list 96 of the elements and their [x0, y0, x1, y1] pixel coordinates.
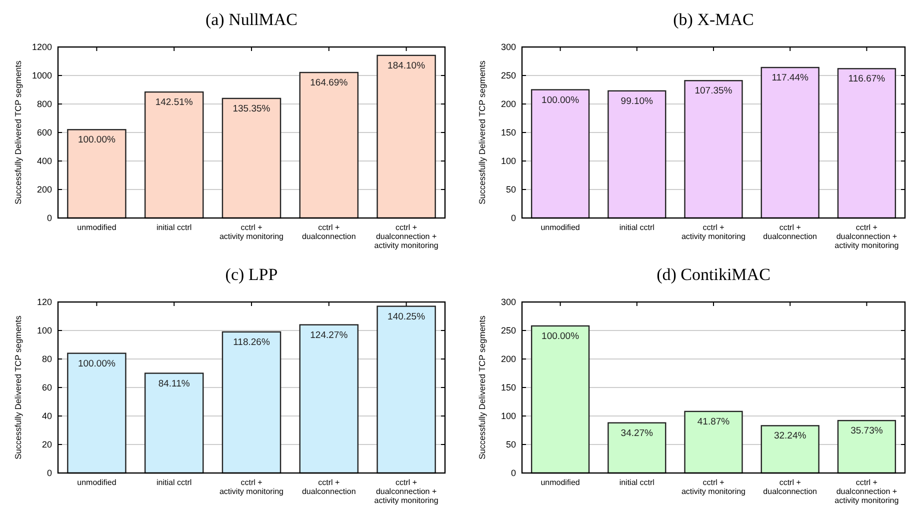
bar — [684, 80, 743, 219]
y-tick-label: 20 — [42, 440, 52, 450]
chart-title: (a) NullMAC — [205, 10, 298, 29]
y-tick-label: 50 — [506, 440, 516, 450]
annotation: 116.67% — [848, 74, 886, 85]
bar — [299, 324, 359, 474]
y-tick-label: 100 — [500, 156, 516, 166]
bar — [530, 325, 590, 474]
annotation: 41.87% — [697, 416, 730, 428]
annotation: 164.69% — [310, 78, 348, 89]
x-tick-label: cctrl + activity monitoring — [219, 223, 284, 241]
bar — [67, 352, 126, 474]
y-tick-label: 150 — [500, 128, 516, 138]
y-tick-label: 40 — [42, 411, 52, 422]
annotation: 140.25% — [388, 311, 426, 322]
chart-title: (d) ContikiMAC — [656, 265, 770, 284]
y-tick-label: 80 — [42, 354, 52, 364]
annotation: 107.35% — [694, 86, 733, 97]
x-tick-label: cctrl + activity monitoring — [219, 478, 284, 496]
x-tick-label: initial cctrl — [619, 223, 655, 232]
chart-title: (c) LPP — [225, 265, 278, 284]
x-tick-label: cctrl + dualconnection + activity monitoring — [374, 223, 438, 250]
y-axis-title: Successfully Delivered TCP segments — [477, 316, 487, 460]
bar — [299, 72, 359, 219]
annotation: 99.10% — [620, 96, 654, 107]
bar — [760, 425, 820, 474]
bar — [144, 91, 204, 219]
x-tick-label: cctrl + activity monitoring — [681, 223, 746, 241]
y-tick-label: 120 — [36, 297, 52, 308]
annotation: 35.73% — [850, 426, 884, 437]
bar — [760, 66, 820, 219]
y-tick-label: 400 — [36, 156, 52, 166]
y-tick-label: 800 — [36, 99, 52, 110]
annotation: 84.11% — [158, 378, 190, 390]
y-tick-label: 300 — [500, 42, 516, 52]
y-tick-label: 1000 — [32, 70, 52, 81]
x-tick-label: cctrl + dualconnection + activity monitoring — [374, 478, 438, 505]
y-axis-title: Successfully Delivered TCP segments — [13, 60, 23, 204]
y-tick-label: 250 — [500, 326, 516, 336]
y-tick-label: 200 — [500, 354, 516, 364]
x-tick-label: unmodified — [540, 223, 580, 232]
y-tick-label: 0 — [46, 468, 52, 478]
bar — [376, 54, 436, 219]
annotation: 32.24% — [774, 430, 807, 442]
y-tick-label: 250 — [500, 70, 516, 81]
bar — [222, 331, 282, 474]
x-tick-label: cctrl + activity monitoring — [681, 478, 746, 496]
annotation: 34.27% — [620, 428, 654, 439]
chart-title: (b) X-MAC — [673, 10, 754, 29]
y-tick-label: 1200 — [32, 42, 52, 52]
annotation: 100.00% — [78, 134, 116, 146]
annotation: 124.27% — [310, 330, 348, 341]
x-tick-label: cctrl + dualconnection — [763, 478, 818, 496]
bar — [222, 98, 282, 219]
bar — [144, 372, 204, 474]
annotation: 100.00% — [542, 330, 580, 342]
x-tick-label: initial cctrl — [156, 478, 192, 487]
annotation: 118.26% — [233, 336, 270, 348]
x-tick-label: cctrl + dualconnection + activity monitoring — [834, 478, 899, 505]
y-tick-label: 600 — [36, 128, 52, 138]
y-axis-title: Successfully Delivered TCP segments — [477, 60, 487, 204]
x-tick-label: cctrl + dualconnection — [302, 478, 356, 496]
bar — [608, 422, 666, 474]
y-tick-label: 200 — [36, 184, 52, 195]
annotation: 184.10% — [388, 60, 426, 72]
y-tick-label: 0 — [510, 468, 516, 478]
x-tick-label: unmodified — [77, 223, 116, 232]
bar — [837, 68, 896, 219]
bar — [376, 306, 436, 474]
annotation: 100.00% — [78, 358, 116, 370]
x-tick-label: unmodified — [540, 478, 580, 487]
y-tick-label: 50 — [506, 184, 516, 195]
bar — [67, 129, 126, 219]
x-tick-label: unmodified — [77, 478, 116, 487]
annotation: 117.44% — [772, 72, 810, 84]
x-tick-label: initial cctrl — [156, 223, 192, 232]
y-tick-label: 0 — [510, 213, 516, 224]
y-tick-label: 60 — [42, 382, 52, 393]
annotation: 135.35% — [232, 103, 271, 114]
bar — [837, 420, 896, 474]
bar — [530, 89, 590, 219]
x-tick-label: cctrl + dualconnection — [302, 223, 356, 241]
y-tick-label: 100 — [500, 411, 516, 422]
bar — [684, 410, 743, 474]
x-tick-label: initial cctrl — [619, 478, 655, 487]
bar — [608, 90, 666, 219]
x-tick-label: cctrl + dualconnection — [763, 223, 818, 241]
y-tick-label: 150 — [500, 382, 516, 393]
annotation: 142.51% — [155, 97, 194, 108]
x-tick-label: cctrl + dualconnection + activity monitoring — [834, 223, 899, 250]
y-tick-label: 0 — [46, 213, 52, 224]
y-tick-label: 300 — [500, 297, 516, 308]
y-tick-label: 200 — [500, 99, 516, 110]
y-tick-label: 100 — [36, 326, 52, 336]
annotation: 100.00% — [542, 94, 580, 106]
y-axis-title: Successfully Delivered TCP segments — [13, 316, 23, 460]
